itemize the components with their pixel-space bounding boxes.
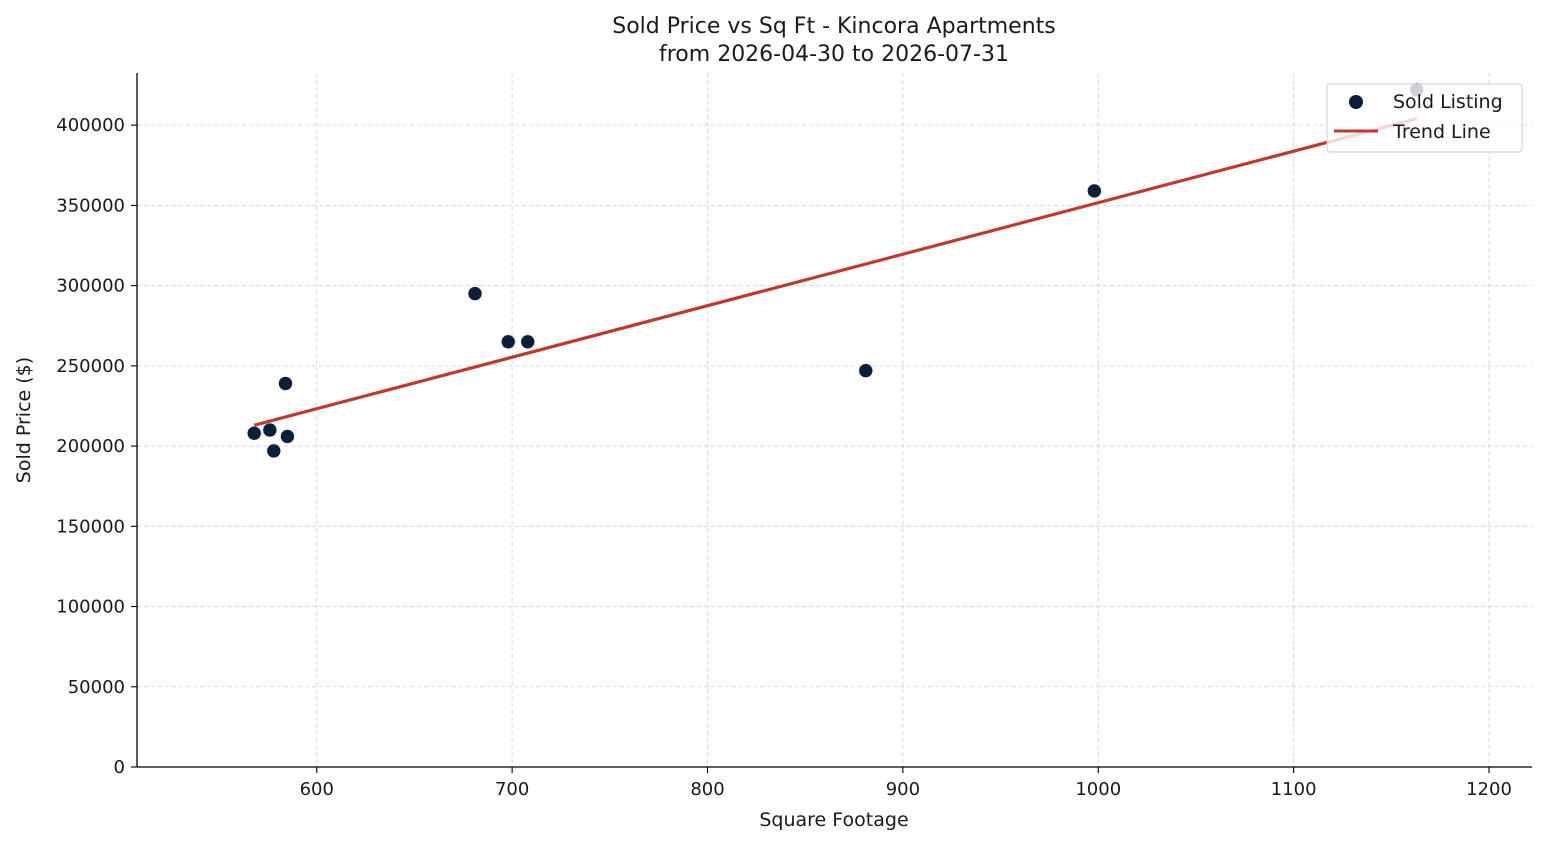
scatter-point bbox=[467, 286, 483, 301]
x-tick-label: 1000 bbox=[1075, 779, 1121, 800]
y-tick-label: 300000 bbox=[56, 276, 125, 297]
plot-area bbox=[246, 82, 1424, 459]
x-tick-label: 900 bbox=[886, 779, 920, 800]
x-axis-label: Square Footage bbox=[759, 809, 908, 831]
legend-marker-sold-listing bbox=[1349, 95, 1363, 109]
y-tick-label: 400000 bbox=[56, 115, 125, 136]
x-tick-label: 800 bbox=[690, 779, 724, 800]
y-tick-label: 150000 bbox=[56, 516, 125, 537]
y-tick-label: 250000 bbox=[56, 356, 125, 377]
scatter-point bbox=[262, 422, 278, 438]
legend-label-trend-line: Trend Line bbox=[1392, 121, 1491, 143]
y-tick-label: 350000 bbox=[56, 195, 125, 216]
axes bbox=[136, 73, 1532, 768]
y-axis-label: Sold Price ($) bbox=[13, 357, 35, 483]
trend-line bbox=[253, 117, 1418, 427]
scatter-point bbox=[520, 334, 536, 350]
y-tick-label: 100000 bbox=[56, 597, 125, 618]
x-tick-label: 700 bbox=[495, 779, 529, 800]
legend-label-sold-listing: Sold Listing bbox=[1393, 91, 1503, 113]
y-tick-label: 50000 bbox=[68, 677, 125, 698]
scatter-point bbox=[500, 334, 516, 350]
y-tick-label: 200000 bbox=[56, 436, 125, 457]
x-tick-label: 1100 bbox=[1271, 779, 1317, 800]
ticks: 600 700 800 900 1000 1100 1200 0 50000 100000 1500… bbox=[56, 115, 1512, 800]
scatter-point bbox=[278, 376, 293, 391]
x-tick-label: 1200 bbox=[1466, 779, 1512, 800]
scatter-point bbox=[246, 425, 262, 441]
x-tick-label: 600 bbox=[300, 779, 334, 800]
scatter-point bbox=[280, 429, 295, 444]
scatter-point bbox=[266, 443, 282, 459]
legend-frame bbox=[1326, 83, 1523, 153]
y-tick-label: 0 bbox=[114, 757, 125, 778]
grid bbox=[137, 73, 1532, 767]
scatter-point bbox=[858, 363, 874, 378]
legend: Sold Listing Trend Line bbox=[1326, 83, 1523, 153]
scatter-point bbox=[1087, 183, 1102, 199]
chart-title: Sold Price vs Sq Ft - Kincora Apartments bbox=[612, 14, 1055, 39]
chart-subtitle: from 2026-04-30 to 2026-07-31 bbox=[659, 42, 1009, 67]
